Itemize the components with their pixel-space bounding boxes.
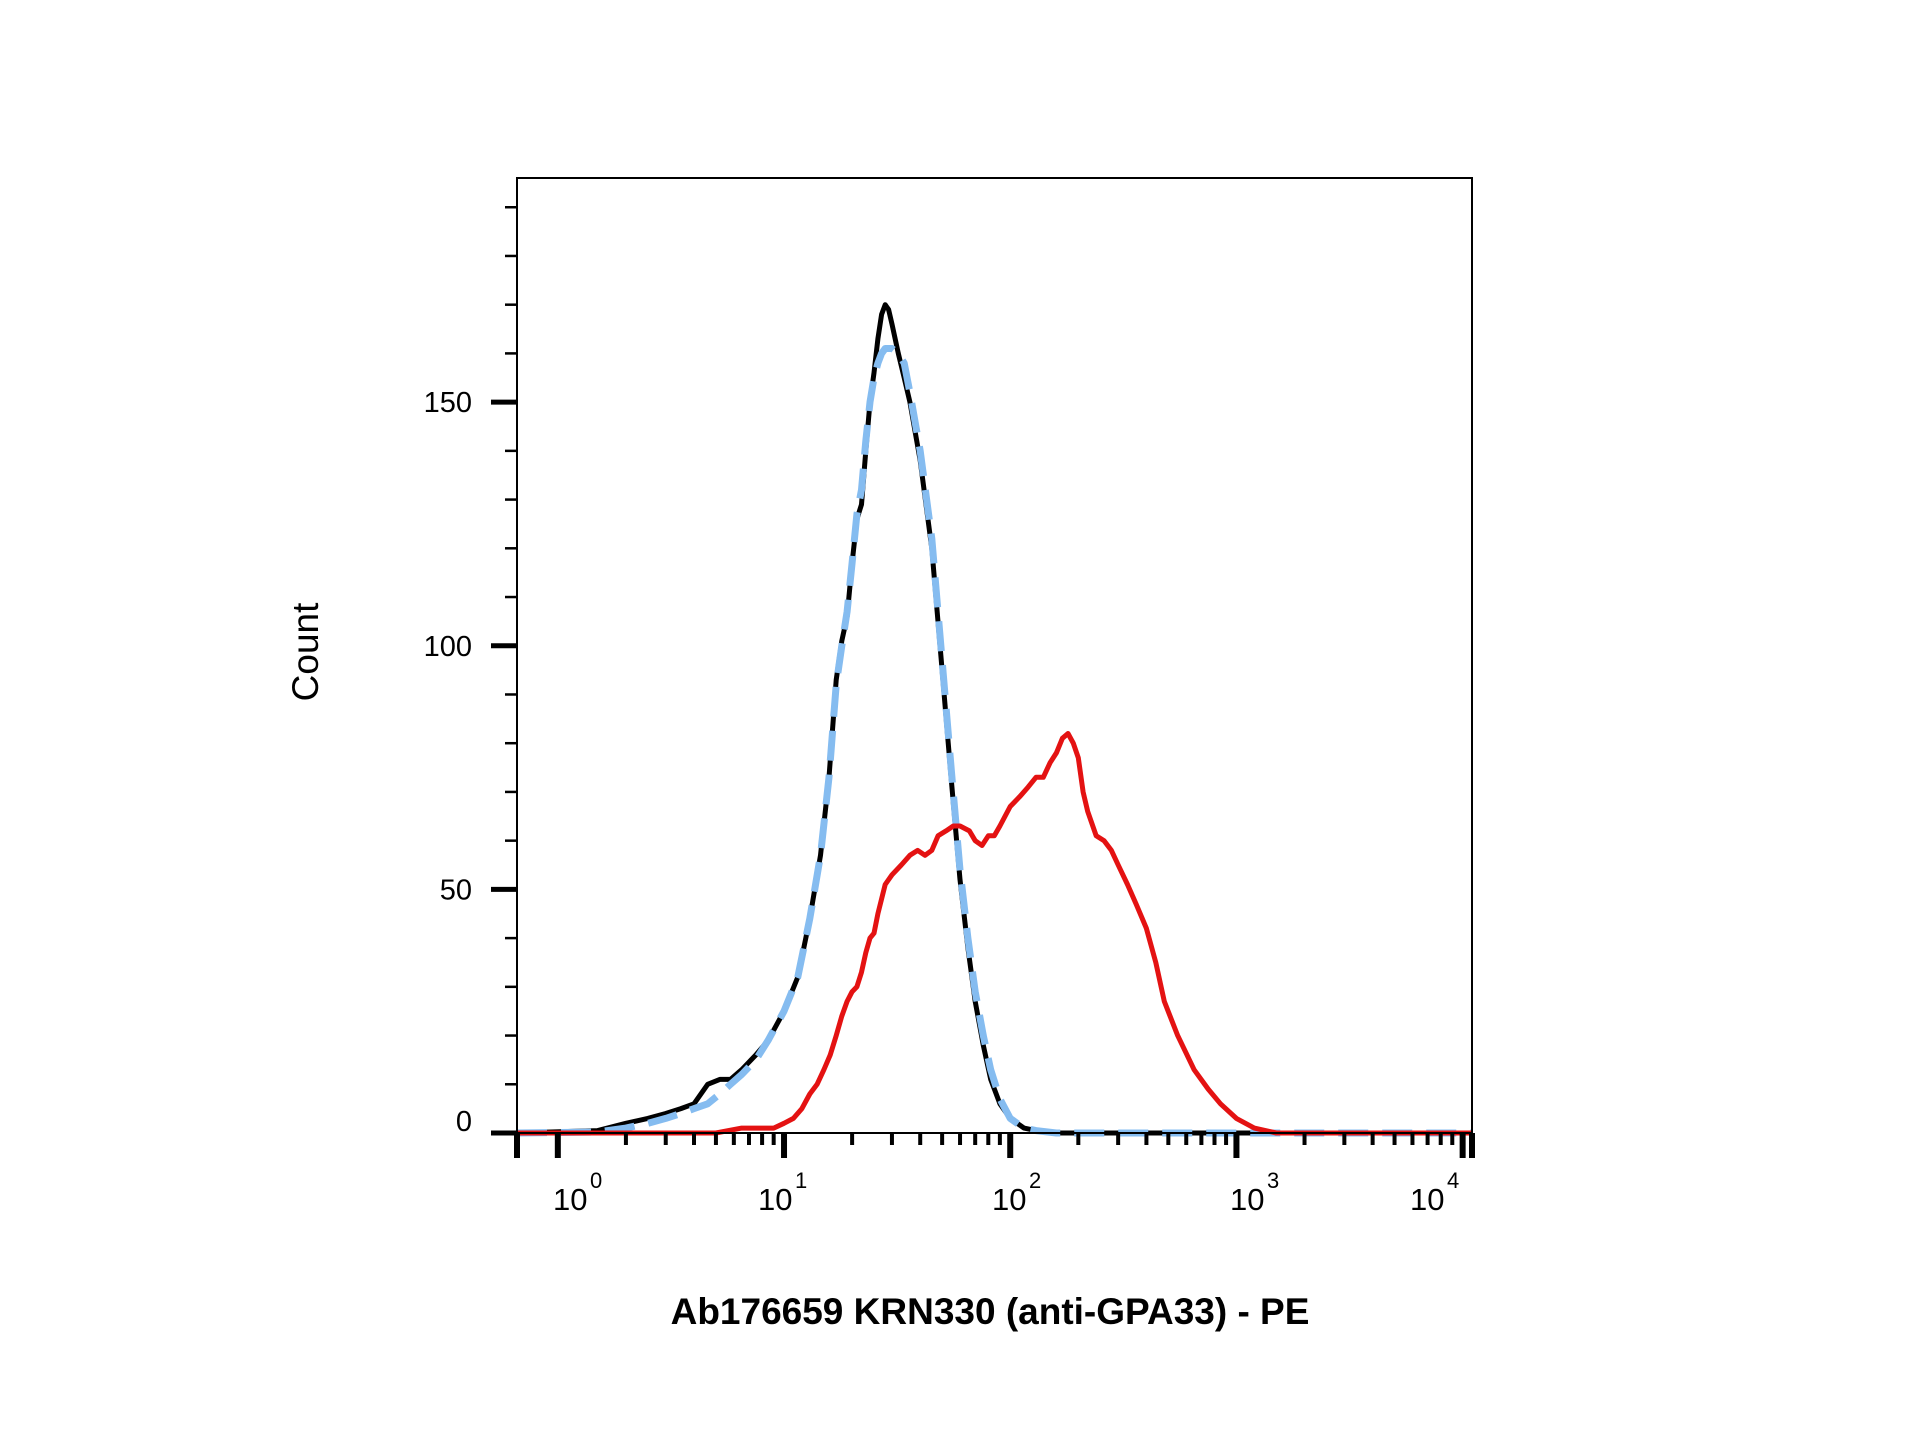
x-tick-label: 10 [553, 1182, 587, 1217]
plot-frame [516, 177, 1473, 1134]
y-tick-label: 150 [424, 387, 472, 419]
y-tick-label: 100 [424, 631, 472, 663]
series-line-2 [516, 345, 1472, 1137]
y-tick-label: 50 [440, 874, 472, 906]
y-axis: 0 50 100 150 [424, 205, 517, 1138]
series-line-3 [517, 731, 1472, 1136]
y-tick-label: 0 [456, 1106, 472, 1138]
x-tick-label: 10 [992, 1182, 1026, 1217]
x-tick-label-exponent: 2 [1029, 1168, 1041, 1193]
x-axis-title: Ab176659 KRN330 (anti-GPA33) - PE [671, 1291, 1310, 1332]
x-tick-label-exponent: 4 [1447, 1168, 1459, 1193]
series-line-1 [516, 302, 1472, 1136]
x-tick-label: 10 [1410, 1182, 1444, 1217]
x-tick-label: 10 [1230, 1182, 1264, 1217]
x-tick-label-exponent: 3 [1267, 1168, 1279, 1193]
series-curves [516, 302, 1472, 1137]
x-tick-label-exponent: 0 [590, 1168, 602, 1193]
y-axis-title: Count [285, 602, 326, 701]
x-tick-label: 10 [758, 1182, 792, 1217]
x-tick-label-exponent: 1 [795, 1168, 807, 1193]
